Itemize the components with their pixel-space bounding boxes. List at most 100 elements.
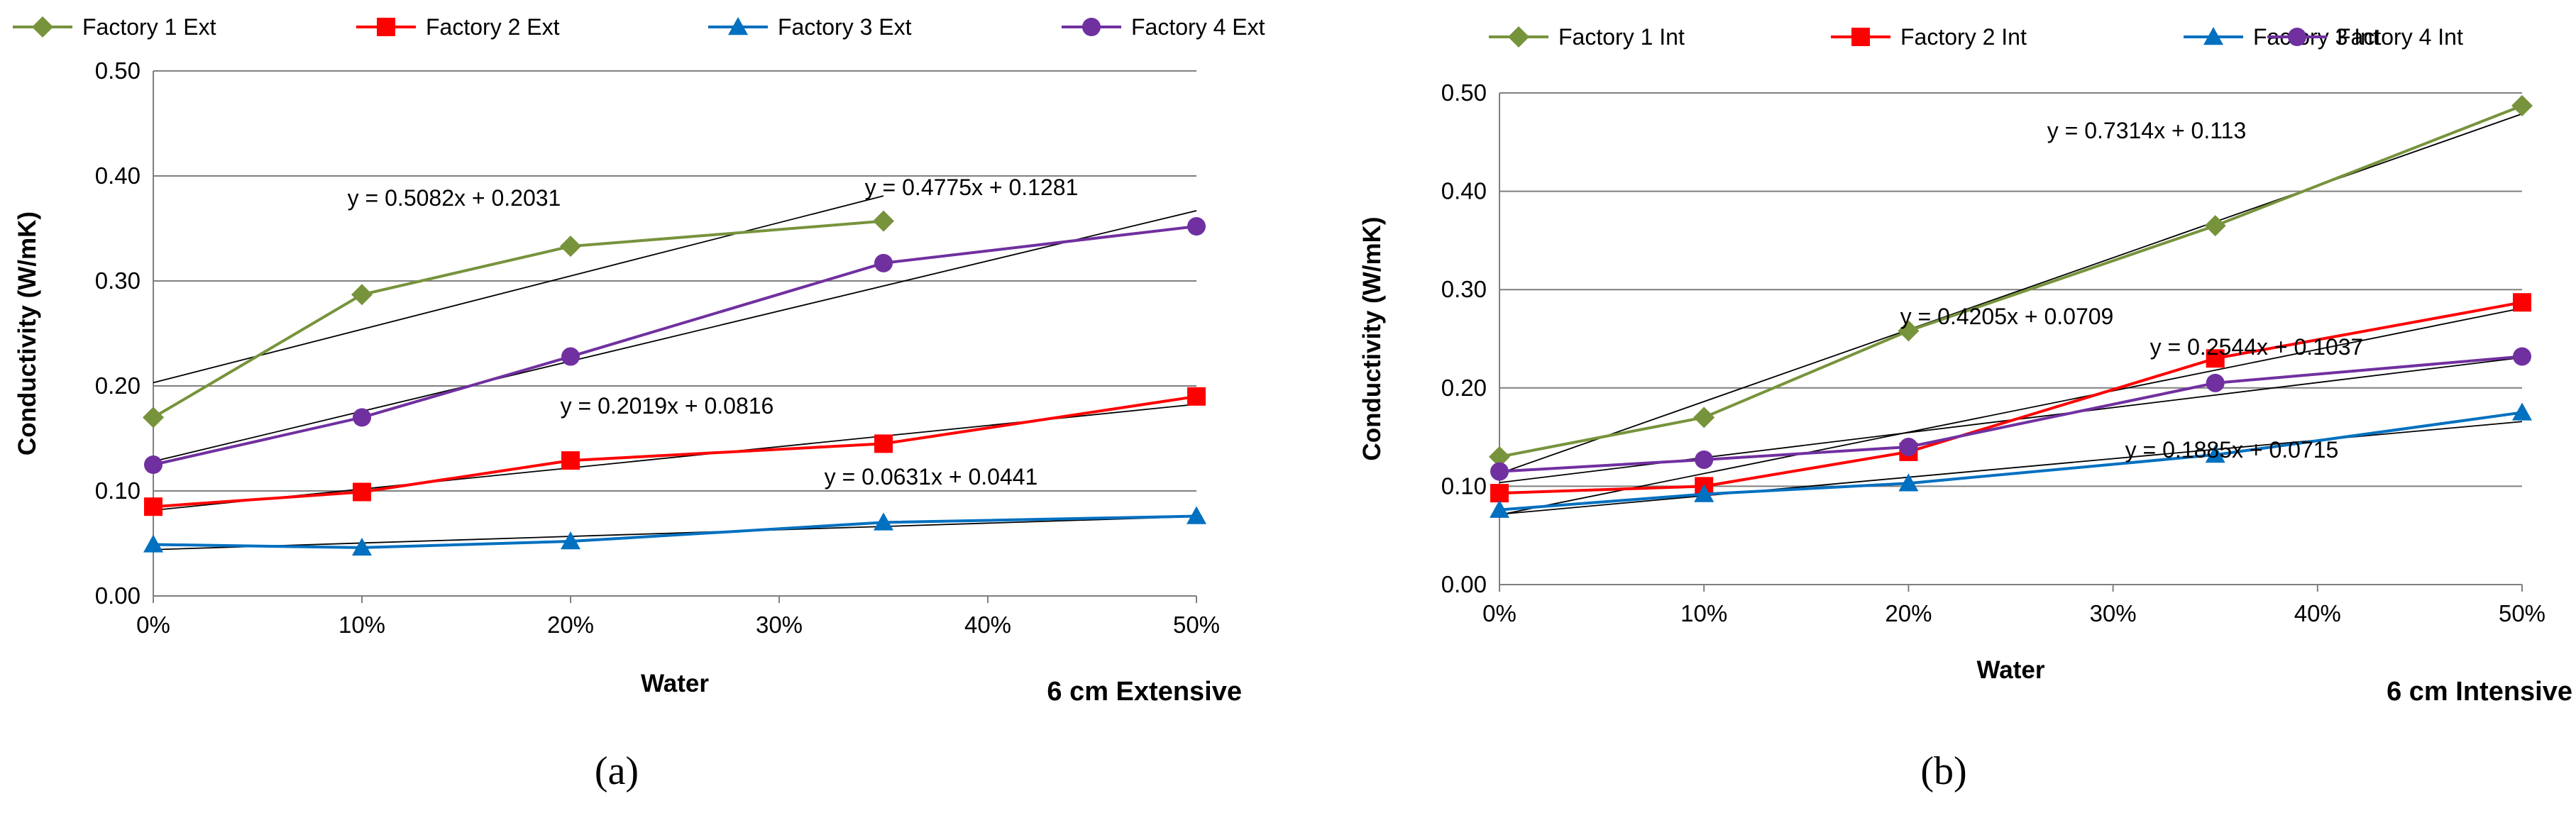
legend-label: Factory 4 Int	[2337, 24, 2463, 50]
data-point	[560, 236, 581, 258]
x-axis-title: Water	[641, 670, 709, 697]
legend-label: Factory 1 Int	[1558, 24, 1685, 50]
chart-corner-label: 6 cm Extensive	[1047, 677, 1242, 707]
x-tick-label: 20%	[547, 612, 594, 638]
legend-label: Factory 3 Ext	[778, 14, 912, 40]
legend-label: Factory 2 Ext	[426, 14, 560, 40]
legend-label: Factory 1 Ext	[82, 14, 216, 40]
trendline-equation: y = 0.2019x + 0.0816	[561, 393, 774, 419]
trendline	[153, 195, 884, 384]
legend-swatch-marker	[728, 17, 748, 35]
x-tick-label: 40%	[964, 612, 1011, 638]
legend-item: Factory 2 Ext	[356, 14, 560, 40]
data-point	[144, 455, 163, 474]
legend-item: Factory 4 Int	[2267, 24, 2463, 50]
data-point	[1899, 437, 1918, 456]
trendline-equation: y = 0.5082x + 0.2031	[348, 185, 561, 211]
x-tick-label: 10%	[338, 612, 385, 638]
legend-item: Factory 4 Ext	[1062, 14, 1265, 40]
data-point	[353, 482, 371, 502]
data-point	[1187, 506, 1206, 524]
series-line	[1499, 104, 2523, 458]
data-point	[2204, 215, 2226, 237]
y-tick-label: 0.00	[1441, 571, 1487, 597]
data-point	[874, 434, 893, 453]
y-tick-label: 0.40	[95, 162, 141, 189]
data-point	[1490, 462, 1509, 481]
trendline-equation: y = 0.7314x + 0.113	[2047, 118, 2247, 143]
panel-label: (a)	[595, 749, 639, 793]
x-tick-label: 20%	[1885, 600, 1932, 626]
data-point	[1489, 446, 1510, 468]
data-point	[873, 210, 894, 232]
series-line	[153, 225, 1197, 466]
trendline	[1499, 421, 2523, 515]
x-tick-label: 0%	[1482, 600, 1517, 626]
series-line	[1499, 301, 2523, 495]
data-point	[2512, 402, 2532, 421]
chart-panel-a: 0.00 0.10 0.20 0.30 0.40 0.50 0% 10% 20% 30% 40% 50…	[13, 14, 1265, 793]
data-point	[1490, 499, 1509, 518]
data-point	[1187, 217, 1206, 236]
x-tick-label: 50%	[2499, 600, 2545, 626]
x-tick-label: 30%	[756, 612, 803, 638]
x-tick-label: 30%	[2090, 600, 2137, 626]
data-point	[2206, 373, 2225, 392]
data-point	[1695, 450, 1714, 469]
chart-corner-label: 6 cm Intensive	[2387, 677, 2572, 707]
legend-swatch-marker	[1082, 18, 1101, 36]
data-point	[1490, 484, 1509, 503]
legend-swatch-marker	[2288, 28, 2306, 46]
data-point	[143, 407, 164, 429]
legend-item: Factory 1 Int	[1489, 24, 1685, 50]
legend-swatch-marker	[2203, 27, 2223, 45]
data-point	[2206, 349, 2225, 368]
data-point	[1187, 387, 1206, 406]
data-point	[2205, 445, 2225, 463]
legend-swatch-marker	[377, 18, 395, 36]
y-axis-title: Conductivity (W/mK)	[1358, 216, 1386, 460]
trendline	[153, 516, 1197, 551]
chart-panel-b: 0.00 0.10 0.20 0.30 0.40 0.50 0% 10% 20% 30% 40% 50…	[1358, 24, 2572, 793]
data-point	[561, 347, 580, 366]
trendline-equation: y = 0.2544x + 0.1037	[2150, 334, 2364, 360]
y-tick-label: 0.00	[95, 582, 141, 609]
data-point	[143, 534, 163, 553]
series-line	[152, 219, 884, 419]
y-tick-label: 0.20	[95, 372, 141, 399]
data-point	[1898, 473, 1919, 492]
y-tick-label: 0.50	[1441, 79, 1487, 106]
legend-label: Factory 2 Int	[1900, 24, 2027, 50]
y-tick-label: 0.40	[1441, 178, 1487, 204]
legend-swatch-marker	[32, 16, 53, 38]
legend-label: Factory 4 Ext	[1131, 14, 1265, 40]
x-axis-title: Water	[1977, 656, 2045, 684]
data-point	[874, 253, 893, 272]
legend-item: Factory 1 Ext	[13, 14, 216, 40]
y-axis-title: Conductivity (W/mK)	[13, 211, 41, 455]
y-tick-label: 0.50	[95, 57, 141, 84]
y-tick-label: 0.10	[1441, 472, 1487, 499]
legend-swatch-marker	[1851, 28, 1870, 46]
data-point	[1693, 407, 1715, 429]
trendline-equation: y = 0.1885x + 0.0715	[2125, 437, 2339, 463]
data-point	[352, 537, 372, 556]
data-point	[1898, 320, 1920, 342]
y-tick-label: 0.20	[1441, 375, 1487, 401]
x-tick-label: 0%	[136, 612, 170, 638]
trendline	[153, 210, 1197, 463]
data-point	[561, 531, 580, 550]
data-point	[1694, 484, 1714, 502]
data-point	[874, 512, 893, 531]
trendline-equation: y = 0.4775x + 0.1281	[865, 175, 1079, 200]
trendline-equation: y = 0.4205x + 0.0709	[1900, 304, 2114, 329]
legend-item: Factory 3 Ext	[708, 14, 912, 40]
x-tick-label: 50%	[1173, 612, 1220, 638]
x-tick-label: 10%	[1680, 600, 1727, 626]
panel-label: (b)	[1920, 749, 1966, 793]
y-tick-label: 0.10	[95, 477, 141, 504]
data-point	[144, 497, 163, 516]
trendline	[1499, 307, 2523, 516]
x-tick-label: 40%	[2294, 600, 2341, 626]
